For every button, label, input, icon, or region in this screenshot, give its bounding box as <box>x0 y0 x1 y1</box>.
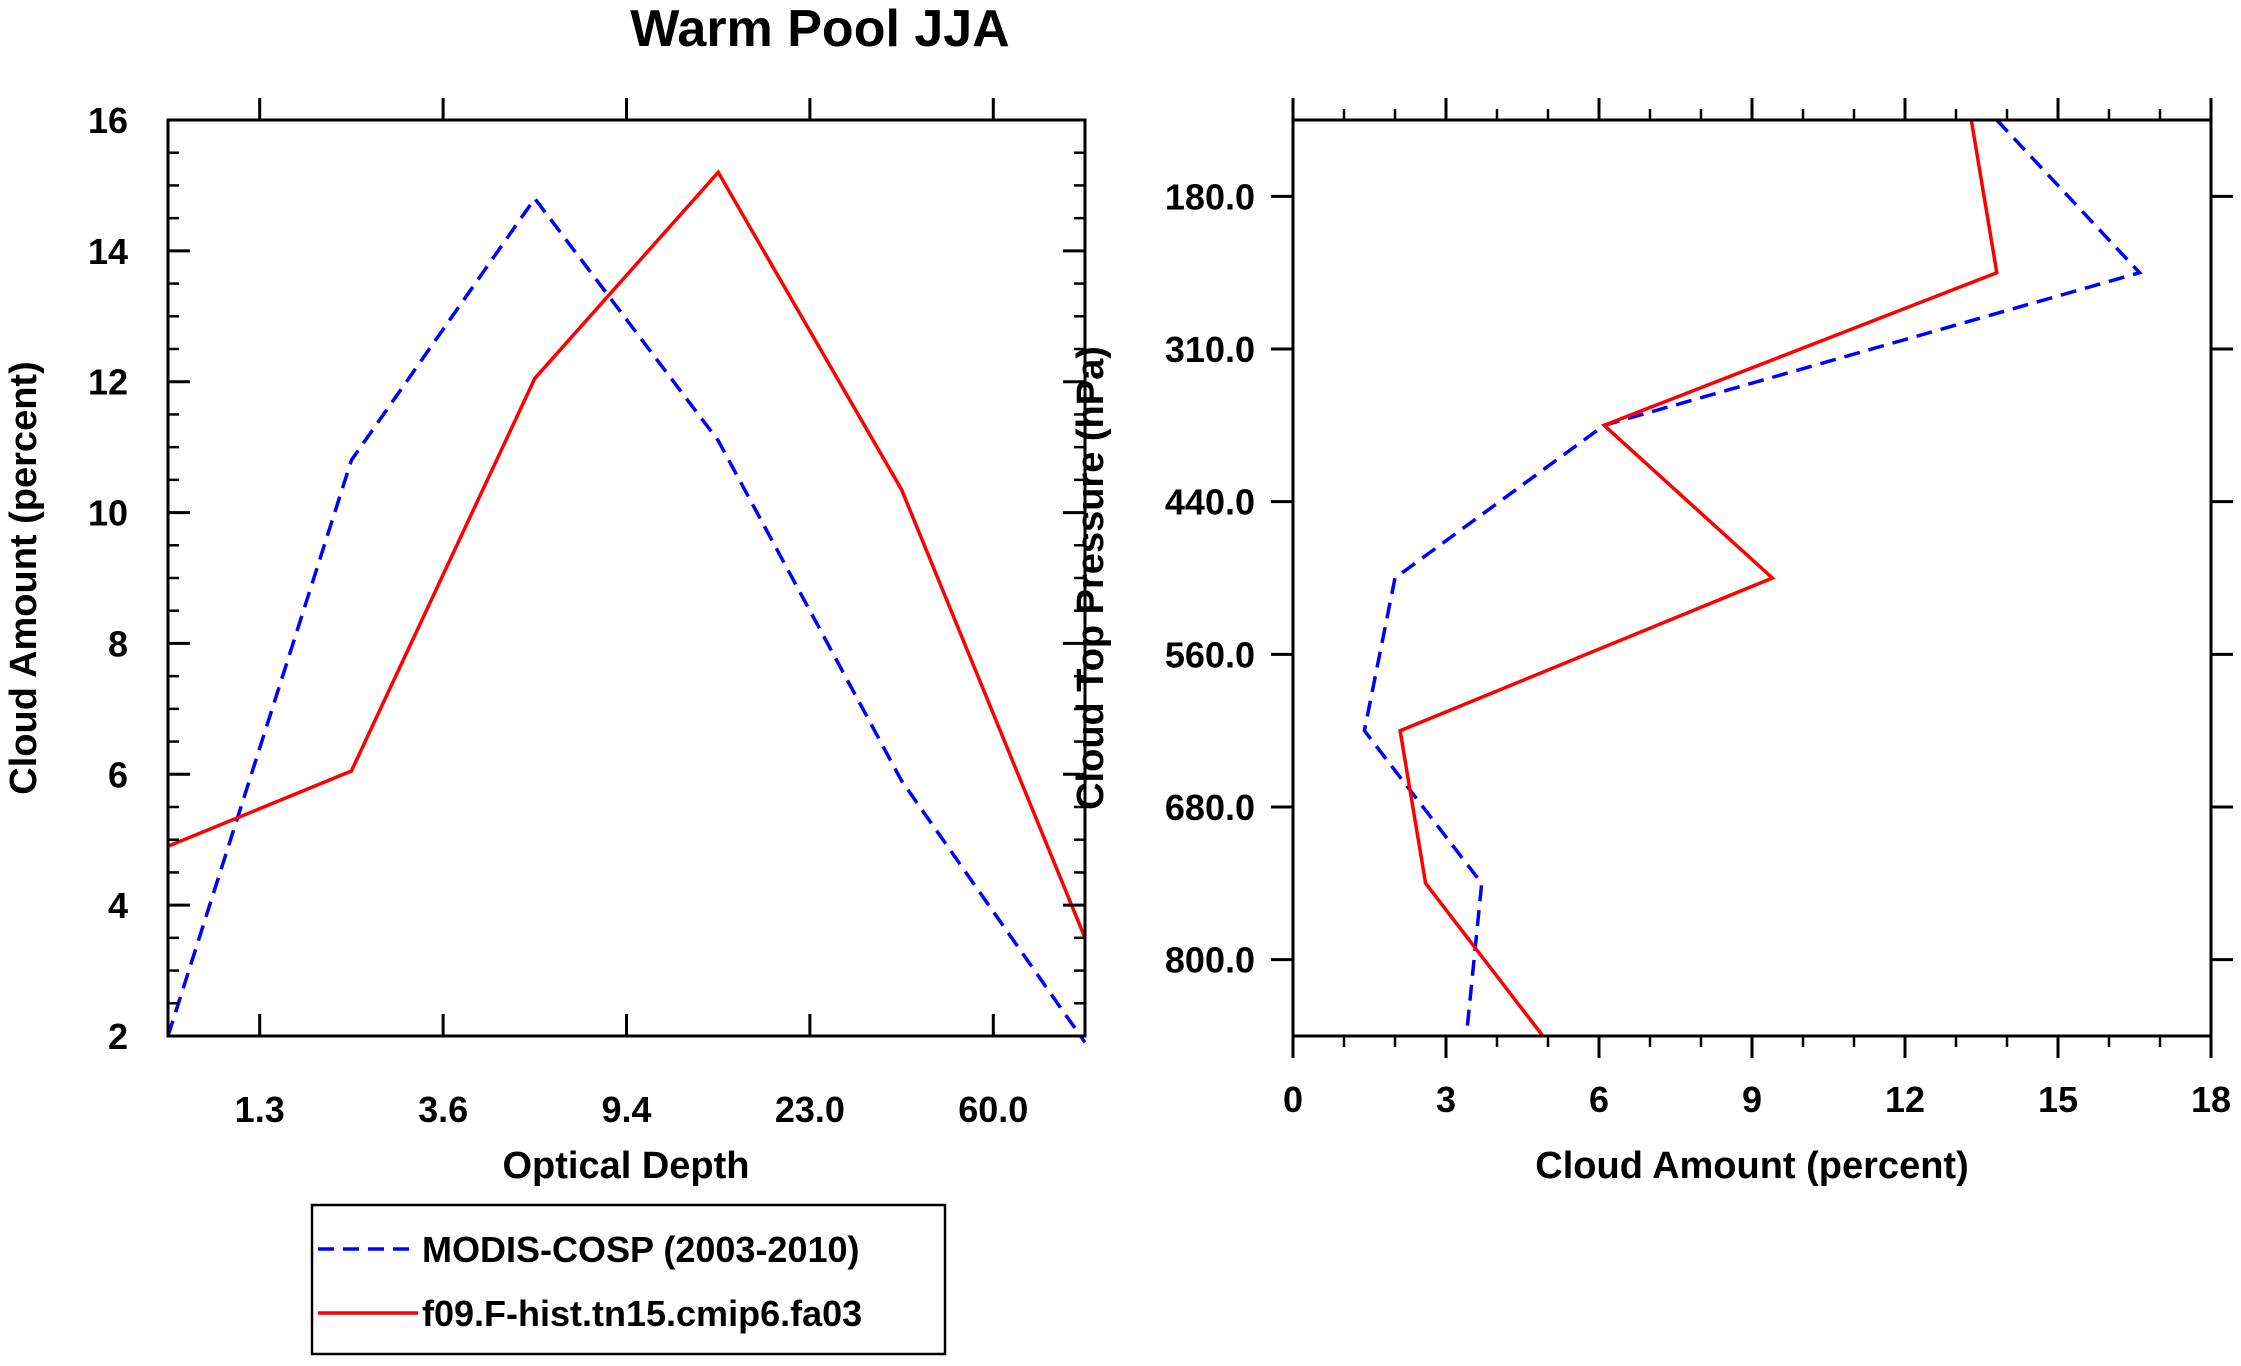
right-x-tick-label: 9 <box>1742 1079 1762 1120</box>
left-y-tick-label: 6 <box>108 754 128 795</box>
left-y-tick-label: 16 <box>88 100 128 141</box>
left-x-tick-label: 3.6 <box>418 1089 468 1130</box>
right-y-tick-label: 180.0 <box>1165 176 1255 217</box>
right-x-tick-label: 18 <box>2191 1079 2231 1120</box>
right-panel: 0 3 6 9 12 15 18 180.0 310.0 440.0 560.0 680.0 800.0… <box>1070 98 2233 1187</box>
left-x-tick-label: 9.4 <box>601 1089 651 1130</box>
right-y-tick-label: 800.0 <box>1165 940 1255 981</box>
legend-box <box>310 1203 947 1356</box>
right-y-axis-label: Cloud Top Pressure (hPa) <box>1070 346 1112 810</box>
left-y-tick-label: 2 <box>108 1016 128 1057</box>
left-ticks-layer: 2 4 6 8 10 12 14 16 1.3 3.6 9.4 23.0 60.0 <box>88 98 1085 1130</box>
figure-title: Warm Pool JJA <box>630 0 1010 58</box>
right-series-line-model <box>1398 119 1999 1038</box>
legend-label-model: f09.F-hist.tn15.cmip6.fa03 <box>422 1293 862 1334</box>
left-y-tick-label: 4 <box>108 885 128 926</box>
left-panel: 2 4 6 8 10 12 14 16 1.3 3.6 9.4 23.0 60.0 Optical De… <box>3 98 1087 1187</box>
legend: MODIS-COSP (2003-2010) f09.F-hist.tn15.c… <box>310 1203 947 1356</box>
right-plot-frame <box>1291 118 2213 1038</box>
right-y-tick-label: 310.0 <box>1165 329 1255 370</box>
left-x-tick-label: 23.0 <box>775 1089 845 1130</box>
right-ticks-layer: 0 3 6 9 12 15 18 180.0 310.0 440.0 560.0 680.0 800.0 <box>1165 98 2233 1120</box>
left-y-tick-label: 10 <box>88 493 128 534</box>
right-x-tick-label: 3 <box>1436 1079 1456 1120</box>
right-x-tick-label: 6 <box>1589 1079 1609 1120</box>
right-y-tick-label: 560.0 <box>1165 634 1255 675</box>
left-y-axis-label: Cloud Amount (percent) <box>3 361 45 794</box>
left-y-tick-label: 12 <box>88 362 128 403</box>
left-series-line-obs <box>166 195 1087 1044</box>
right-x-tick-label: 0 <box>1283 1079 1303 1120</box>
right-y-tick-label: 680.0 <box>1165 787 1255 828</box>
left-x-axis-label: Optical Depth <box>502 1145 749 1187</box>
left-y-tick-label: 14 <box>88 231 128 272</box>
left-series-layer <box>166 169 1087 1044</box>
left-plot-frame <box>166 118 1087 1038</box>
right-series-layer <box>1362 118 2143 1038</box>
right-y-tick-label: 440.0 <box>1165 482 1255 523</box>
left-x-tick-label: 1.3 <box>235 1089 285 1130</box>
left-series-line-model <box>167 169 1087 939</box>
right-x-tick-label: 15 <box>2038 1079 2078 1120</box>
right-x-tick-label: 12 <box>1885 1079 1925 1120</box>
left-x-tick-label: 60.0 <box>958 1089 1028 1130</box>
left-y-tick-label: 8 <box>108 623 128 664</box>
right-series-line-obs <box>1362 118 2143 1037</box>
right-x-axis-label: Cloud Amount (percent) <box>1535 1145 1968 1187</box>
legend-label-obs: MODIS-COSP (2003-2010) <box>422 1229 860 1270</box>
